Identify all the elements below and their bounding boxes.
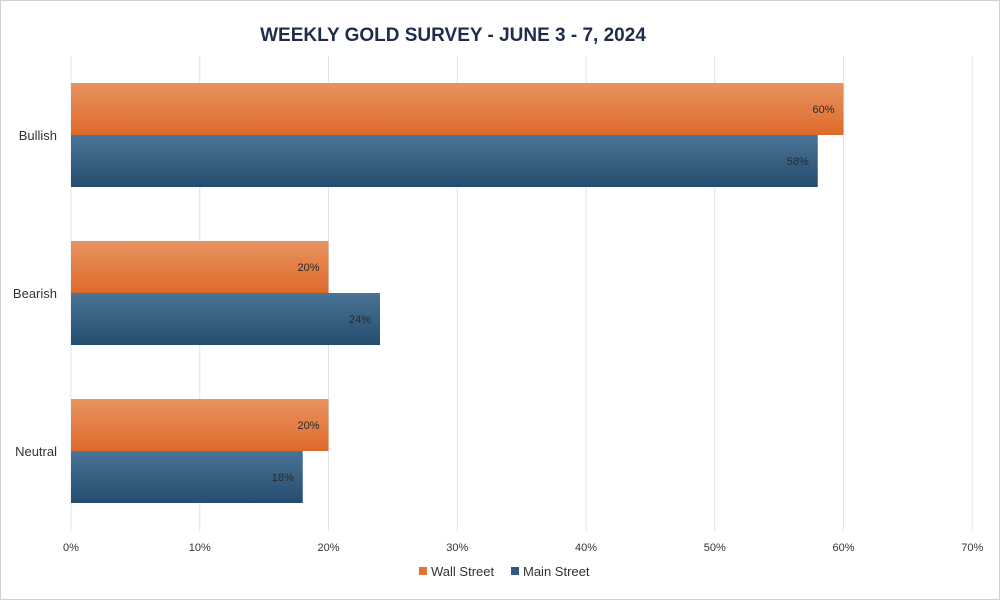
category-label: Bearish [13, 286, 57, 301]
x-tick-label: 50% [704, 542, 726, 554]
legend: Wall Street Main Street [419, 564, 590, 579]
x-tick-label: 0% [63, 542, 79, 554]
x-tick-label: 70% [961, 542, 983, 554]
data-label: 20% [297, 262, 319, 274]
x-tick-label: 30% [446, 542, 468, 554]
data-label: 18% [272, 472, 294, 484]
chart-title: WEEKLY GOLD SURVEY - JUNE 3 - 7, 2024 [260, 25, 646, 46]
x-tick-label: 10% [189, 542, 211, 554]
bar-wall-street-bullish [71, 83, 844, 135]
legend-swatch-main-street [511, 567, 519, 575]
legend-label-main-street: Main Street [523, 564, 590, 579]
category-label: Neutral [15, 444, 57, 459]
data-label: 20% [297, 420, 319, 432]
bar-main-street-bearish [71, 293, 380, 345]
bar-main-street-neutral [71, 451, 303, 503]
data-label: 58% [787, 156, 809, 168]
bar-main-street-bullish [71, 135, 818, 187]
data-label: 60% [812, 104, 834, 116]
x-tick-label: 60% [832, 542, 854, 554]
bars [71, 83, 844, 503]
data-label: 24% [349, 314, 371, 326]
x-tick-label: 20% [317, 542, 339, 554]
legend-label-wall-street: Wall Street [431, 564, 494, 579]
legend-swatch-wall-street [419, 567, 427, 575]
bar-wall-street-neutral [71, 399, 329, 451]
labels: 0% 10% 20% 30% 40% 50% 60% 70% Bullish 60% 58% Bear… [13, 104, 984, 554]
category-label: Bullish [19, 128, 57, 143]
bar-wall-street-bearish [71, 241, 329, 293]
x-tick-label: 40% [575, 542, 597, 554]
